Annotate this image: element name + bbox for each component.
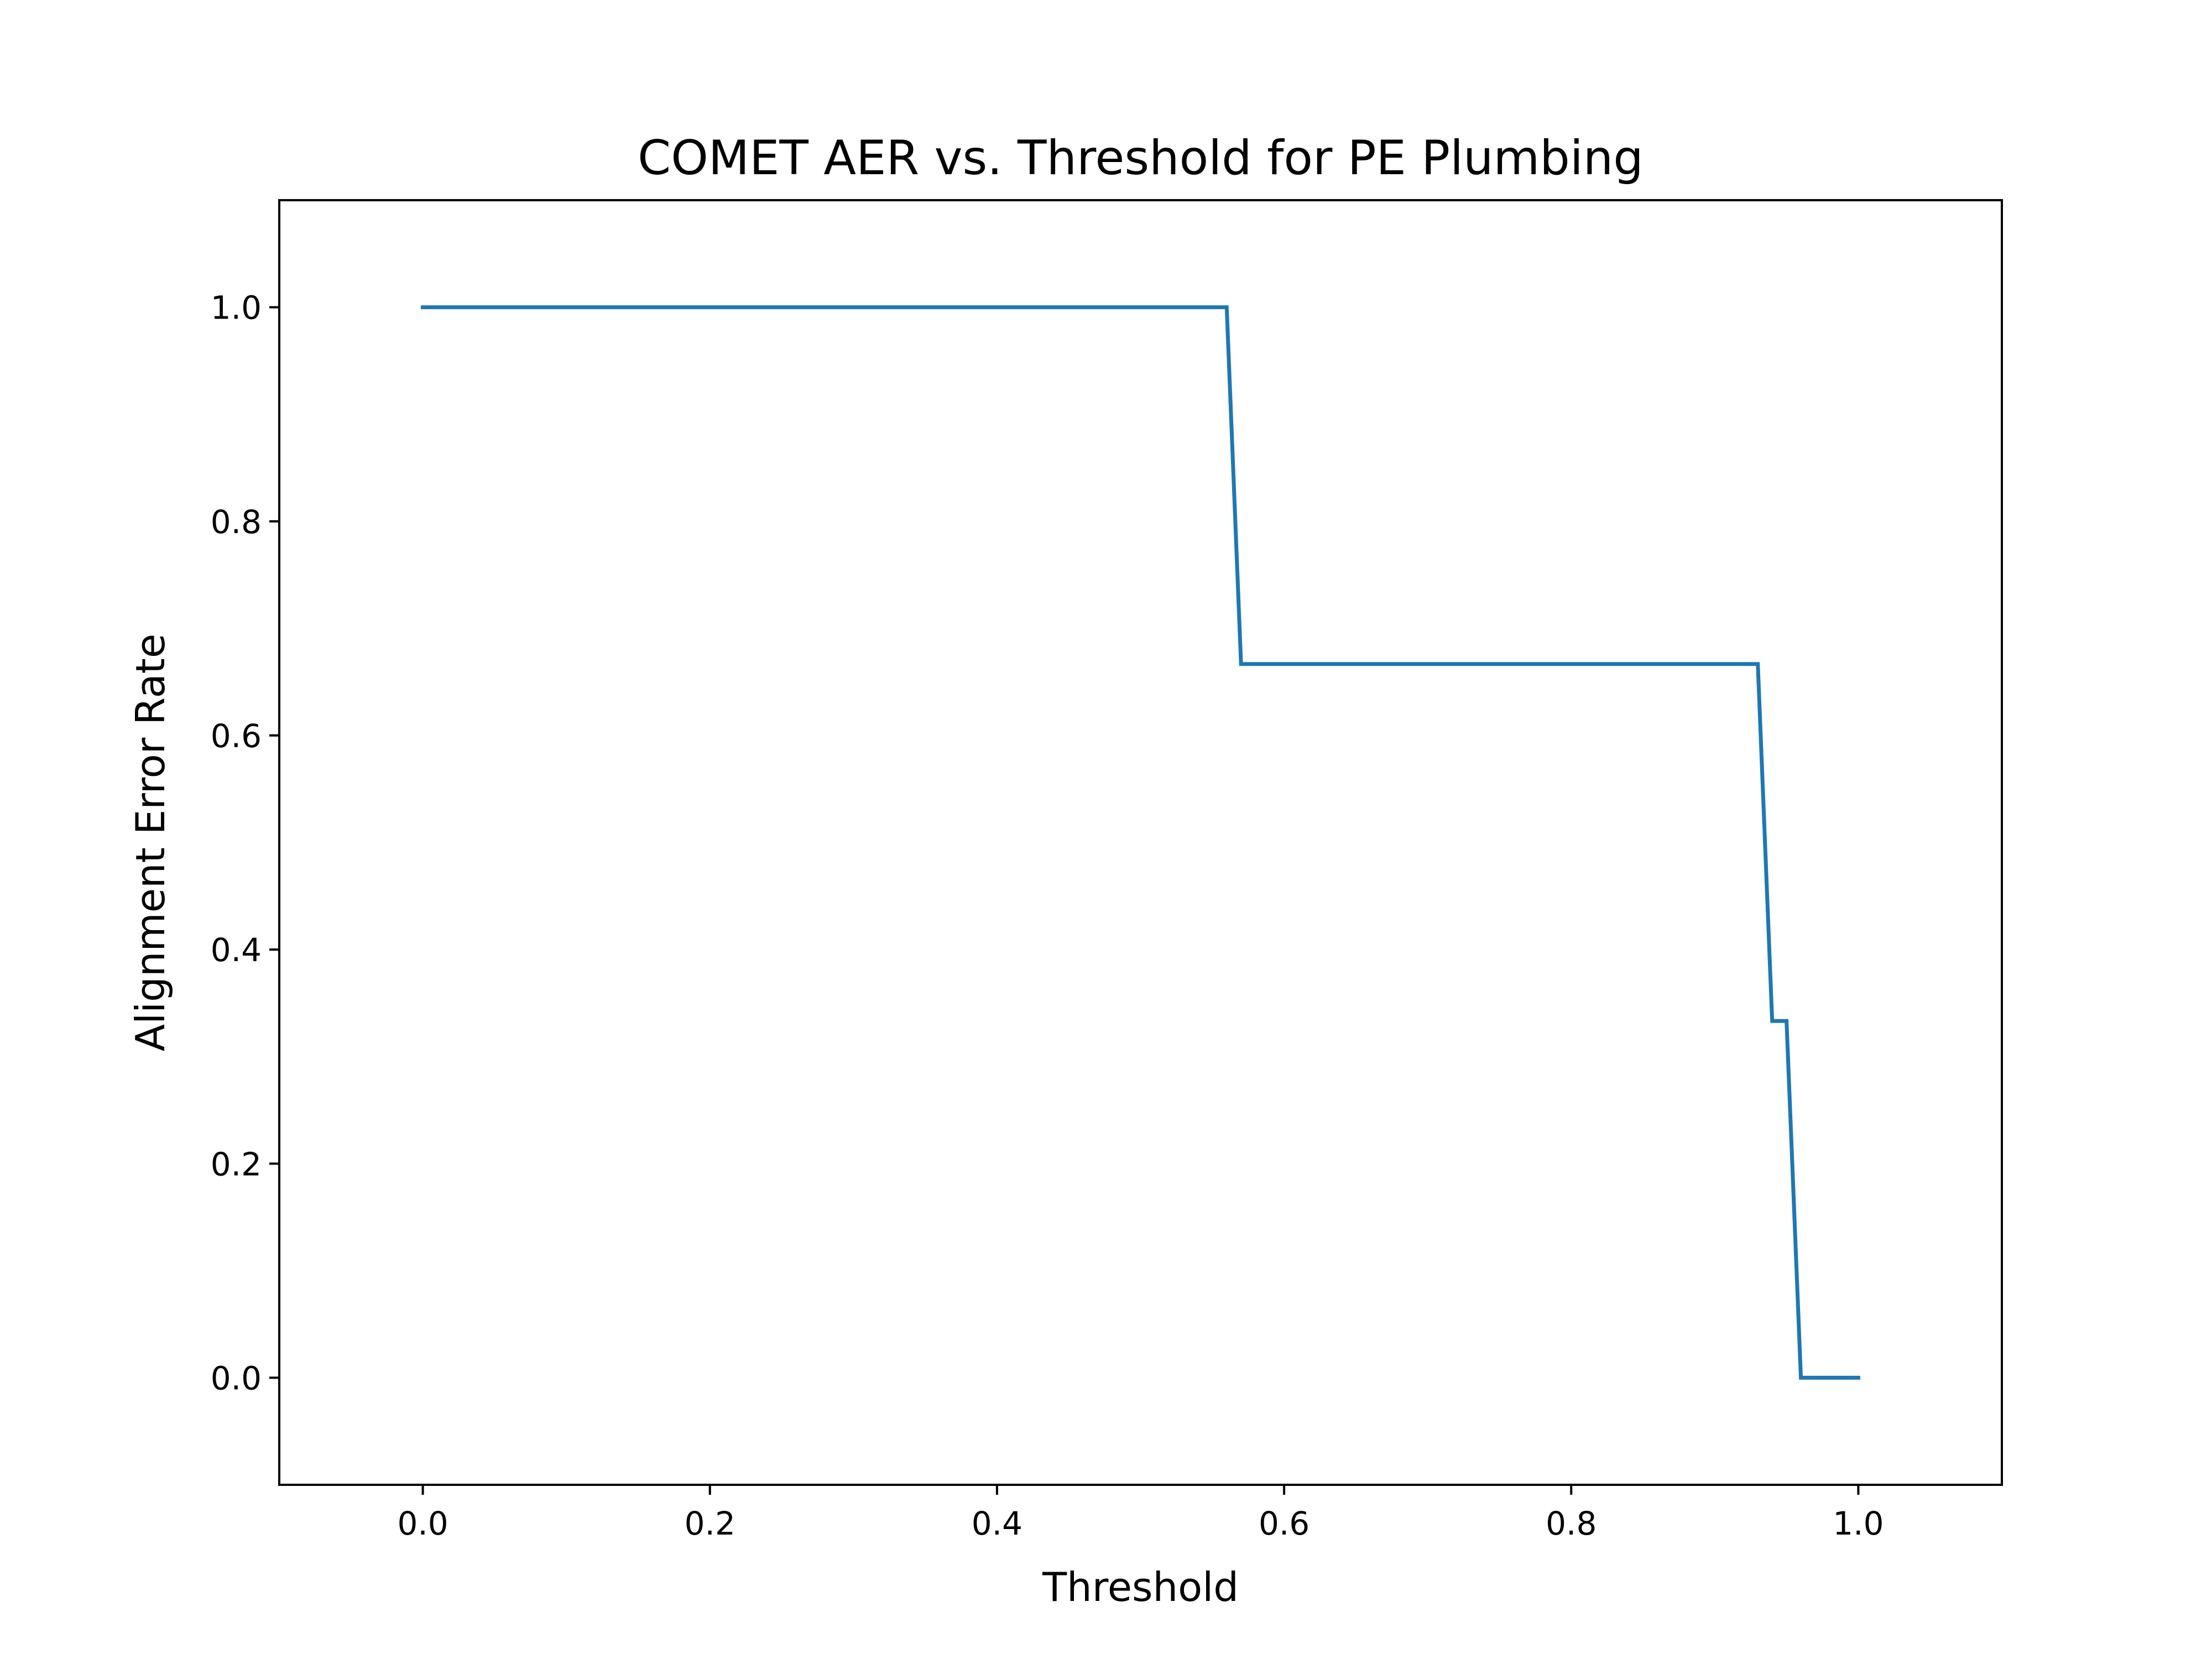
x-axis: 0.0 0.2 0.4 0.6 0.8 1.0 bbox=[397, 1485, 1884, 1542]
series-layer bbox=[421, 305, 1860, 1380]
y-tick-label: 0.6 bbox=[211, 717, 262, 755]
y-tick-label: 1.0 bbox=[211, 289, 262, 327]
y-axis-label: Alignment Error Rate bbox=[127, 634, 174, 1051]
x-axis-label: Threshold bbox=[1042, 1564, 1239, 1610]
x-tick-label: 0.8 bbox=[1546, 1505, 1597, 1542]
plot-frame bbox=[278, 199, 2003, 1486]
y-tick-label: 0.8 bbox=[211, 503, 262, 541]
y-tick-label: 0.2 bbox=[211, 1145, 262, 1183]
x-tick-label: 0.4 bbox=[972, 1505, 1022, 1542]
y-tick-label: 0.4 bbox=[211, 931, 262, 969]
x-tick-label: 0.2 bbox=[685, 1505, 735, 1542]
chart-title: COMET AER vs. Threshold for PE Plumbing bbox=[638, 131, 1644, 186]
y-axis: 0.0 0.2 0.4 0.6 0.8 1.0 bbox=[211, 289, 279, 1397]
y-tick-label: 0.0 bbox=[211, 1359, 262, 1397]
x-tick-label: 0.0 bbox=[397, 1505, 448, 1542]
x-tick-label: 1.0 bbox=[1833, 1505, 1884, 1542]
x-tick-label: 0.6 bbox=[1259, 1505, 1310, 1542]
series-line-0 bbox=[421, 305, 1860, 1380]
